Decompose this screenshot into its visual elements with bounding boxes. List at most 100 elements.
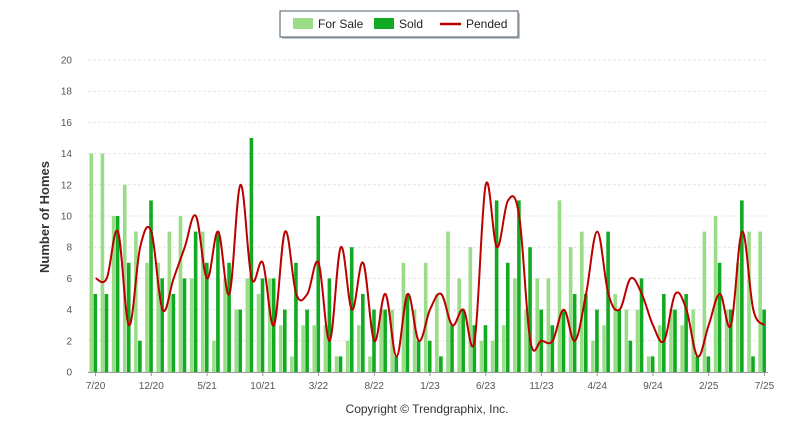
- sold-bar: [717, 262, 722, 372]
- sold-bar: [673, 309, 677, 372]
- sold-bar: [706, 356, 711, 372]
- for-sale-bar: [334, 356, 339, 372]
- y-tick-label: 10: [61, 212, 73, 223]
- sold-bar: [182, 278, 187, 372]
- sold-bar: [383, 309, 387, 372]
- sold-bar: [316, 216, 321, 372]
- x-tick-label: 10/21: [250, 381, 275, 392]
- for-sale-bar: [368, 356, 372, 372]
- for-sale-bar: [658, 325, 662, 372]
- sold-bar: [517, 200, 521, 372]
- legend-swatch-sold: [374, 18, 394, 29]
- y-tick-label: 14: [61, 149, 73, 160]
- sold-bar: [149, 200, 153, 372]
- sold-bar: [294, 262, 298, 372]
- y-tick-label: 12: [61, 180, 73, 191]
- for-sale-bar: [702, 231, 707, 372]
- sold-bar: [639, 278, 644, 372]
- for-sale-bar: [279, 325, 283, 372]
- sold-bar: [305, 309, 309, 372]
- sold-bar: [93, 294, 98, 372]
- y-tick-label: 0: [66, 368, 72, 379]
- sold-bar: [762, 309, 766, 372]
- for-sale-bar: [245, 278, 250, 372]
- sold-bar: [728, 309, 733, 372]
- sold-bar: [494, 200, 499, 372]
- for-sale-bar: [156, 262, 160, 372]
- for-sale-bar: [345, 340, 350, 372]
- sold-bar: [283, 309, 287, 372]
- x-axis-ticks: 7/20 12/20 5/21 10/21 3/22 8/22 1/23 6/23 11/23 4…: [86, 372, 775, 392]
- sold-bar: [193, 231, 198, 372]
- sold-bar: [427, 340, 432, 372]
- for-sale-bar: [501, 325, 506, 372]
- sold-bar: [361, 294, 365, 372]
- sold-bar: [561, 309, 566, 372]
- sold-bar: [740, 200, 744, 372]
- for-sale-bar: [256, 294, 261, 372]
- sold-bar: [550, 325, 555, 372]
- for-sale-bar: [423, 262, 428, 372]
- sold-bar: [684, 294, 688, 372]
- for-sale-bar: [312, 325, 317, 372]
- sold-bar: [650, 356, 655, 372]
- sold-bar: [606, 231, 610, 372]
- sold-bar: [138, 340, 142, 372]
- sold-bar: [171, 294, 176, 372]
- y-tick-label: 2: [66, 336, 72, 347]
- for-sale-bar: [301, 325, 305, 372]
- sold-bar: [617, 309, 622, 372]
- legend-swatch-for-sale: [293, 18, 313, 29]
- legend-label-sold: Sold: [399, 17, 423, 31]
- sold-bar: [483, 325, 488, 372]
- for-sale-bar: [122, 184, 127, 372]
- copyright-text: Copyright © Trendgraphix, Inc.: [346, 402, 509, 416]
- x-tick-label: 1/23: [420, 381, 440, 392]
- sold-bar: [394, 356, 399, 372]
- sold-bar: [595, 309, 599, 372]
- for-sale-bar: [613, 294, 618, 372]
- for-sale-bar: [479, 340, 484, 372]
- sold-bar: [416, 340, 421, 372]
- for-sale-bar: [457, 278, 461, 372]
- sold-bar: [751, 356, 755, 372]
- sold-bar: [249, 138, 254, 372]
- sold-bar: [528, 247, 532, 372]
- sold-bar: [572, 294, 577, 372]
- y-tick-label: 18: [61, 87, 73, 98]
- for-sale-bar: [680, 325, 684, 372]
- for-sale-bar: [134, 231, 138, 372]
- x-tick-label: 5/21: [197, 381, 217, 392]
- for-sale-bar: [747, 231, 751, 372]
- sold-bar: [405, 294, 410, 372]
- gridlines: [88, 59, 768, 373]
- x-tick-label: 3/22: [309, 381, 329, 392]
- for-sale-bar: [234, 309, 239, 372]
- sold-bars: [93, 138, 766, 372]
- for-sale-bar: [724, 309, 729, 372]
- sold-bar: [104, 294, 109, 372]
- for-sale-bar: [323, 325, 328, 372]
- for-sale-bar: [200, 231, 205, 372]
- x-tick-label: 7/25: [755, 381, 775, 392]
- sold-bar: [260, 278, 265, 372]
- for-sale-bars: [89, 153, 762, 372]
- for-sale-bar: [189, 278, 194, 372]
- for-sale-bar: [490, 340, 495, 372]
- for-sale-bar: [100, 153, 105, 372]
- x-tick-label: 6/23: [476, 381, 496, 392]
- x-tick-label: 2/25: [699, 381, 719, 392]
- x-tick-label: 8/22: [365, 381, 385, 392]
- for-sale-bar: [758, 231, 762, 372]
- for-sale-bar: [468, 247, 473, 372]
- legend-label-pended: Pended: [466, 17, 507, 31]
- sold-bar: [327, 278, 332, 372]
- for-sale-bar: [111, 216, 116, 372]
- for-sale-bar: [435, 294, 439, 372]
- y-tick-label: 6: [66, 274, 72, 285]
- for-sale-bar: [736, 262, 740, 372]
- for-sale-bar: [357, 325, 361, 372]
- for-sale-bar: [524, 309, 528, 372]
- y-tick-label: 20: [61, 56, 73, 67]
